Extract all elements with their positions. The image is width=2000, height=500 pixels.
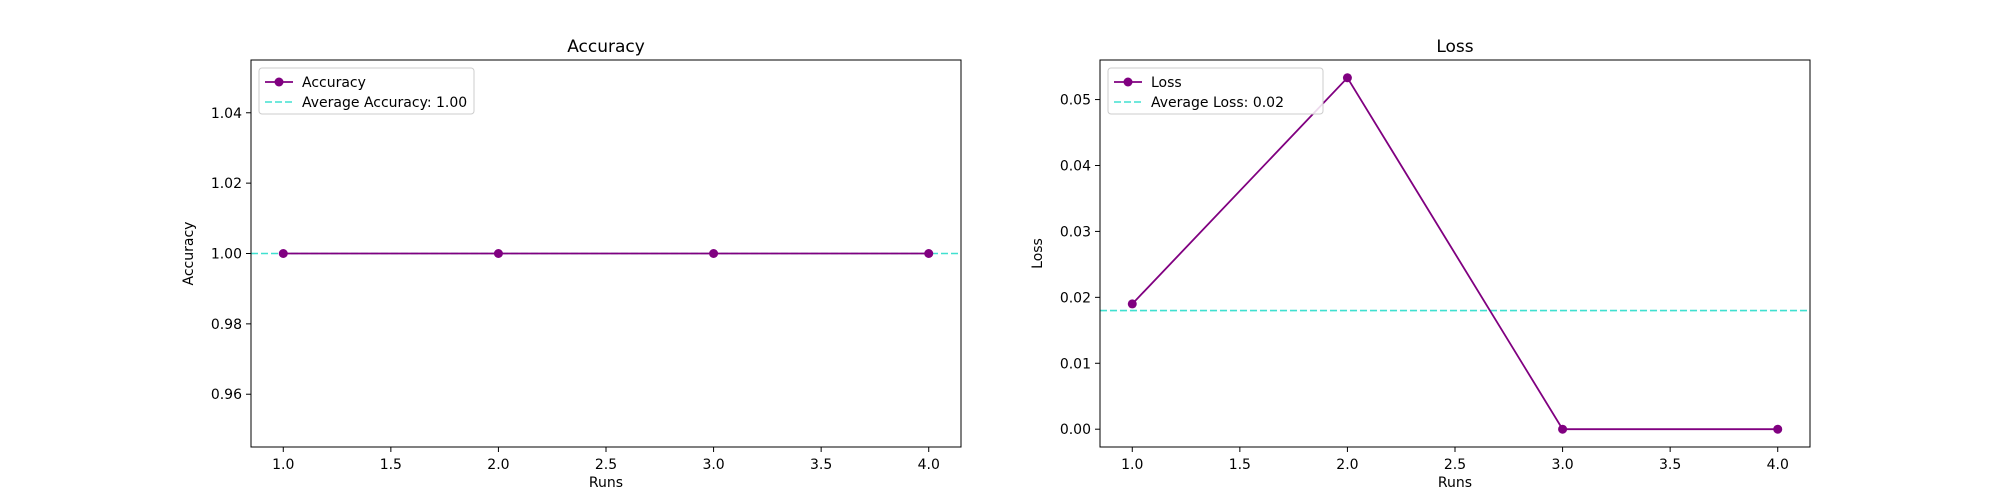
x-tick-label: 1.0 [272, 457, 294, 473]
x-tick-label: 2.5 [595, 457, 617, 473]
x-tick-label: 3.5 [810, 457, 832, 473]
loss-data-point [1558, 424, 1568, 434]
y-tick-label: 0.04 [1060, 158, 1091, 174]
x-tick-label: 1.5 [1229, 457, 1251, 473]
accuracy-chart-title: Accuracy [567, 37, 645, 57]
y-tick-label: 0.02 [1060, 290, 1091, 306]
y-axis-label: Loss [1030, 238, 1046, 269]
x-tick-label: 3.5 [1659, 457, 1681, 473]
x-tick-label: 4.0 [918, 457, 940, 473]
loss-data-point [1127, 299, 1137, 309]
x-axis-label: Runs [589, 475, 623, 491]
loss-chart-title: Loss [1436, 37, 1473, 57]
y-tick-label: 0.05 [1060, 93, 1091, 109]
accuracy-data-point [924, 249, 934, 258]
legend-average-label: Average Loss: 0.02 [1151, 95, 1284, 111]
plot-frame [1099, 59, 1811, 448]
legend-series-marker [1123, 77, 1133, 87]
legend-box [1107, 67, 1324, 115]
legend-series-label: Accuracy [302, 75, 366, 91]
legend: Loss Average Loss: 0.02 [1107, 67, 1324, 115]
loss-series-line [1131, 76, 1778, 431]
y-axis-label: Accuracy [181, 222, 197, 286]
y-tick-label: 1.02 [211, 176, 242, 192]
accuracy-data-point [493, 249, 503, 258]
x-tick-label: 3.0 [702, 457, 724, 473]
legend-series-marker [274, 77, 284, 87]
y-tick-label: 0.03 [1060, 224, 1091, 240]
y-tick-label: 0.98 [211, 317, 242, 333]
legend-average-label: Average Accuracy: 1.00 [302, 95, 467, 111]
y-tick-label: 1.04 [211, 106, 242, 122]
x-tick-label: 1.5 [380, 457, 402, 473]
legend-box [258, 67, 475, 115]
x-tick-label: 2.5 [1444, 457, 1466, 473]
loss-data-point [1773, 424, 1783, 434]
x-tick-label: 2.0 [487, 457, 509, 473]
x-axis-label: Runs [1438, 475, 1472, 491]
x-tick-label: 3.0 [1551, 457, 1573, 473]
legend: Accuracy Average Accuracy: 1.00 [258, 67, 475, 115]
y-tick-label: 0.00 [1060, 422, 1091, 438]
x-tick-label: 4.0 [1767, 457, 1789, 473]
x-tick-label: 1.0 [1121, 457, 1143, 473]
loss-chart: Loss 1.0 1.5 2.0 2.5 3.0 3.5 4.0 0.00 0.01 0.02 0.0… [1030, 37, 1811, 491]
legend-series-label: Loss [1151, 75, 1182, 91]
x-tick-label: 2.0 [1336, 457, 1358, 473]
accuracy-data-point [709, 249, 719, 258]
y-tick-label: 0.96 [211, 387, 242, 403]
plot-frame [250, 59, 962, 448]
loss-data-point [1342, 73, 1352, 83]
y-tick-label: 0.01 [1060, 356, 1091, 372]
accuracy-chart: Accuracy 1.0 1.5 2.0 2.5 3.0 3.5 4.0 0.96 0.98 1.0… [181, 37, 962, 491]
y-tick-label: 1.00 [211, 247, 242, 263]
accuracy-data-point [278, 249, 288, 258]
